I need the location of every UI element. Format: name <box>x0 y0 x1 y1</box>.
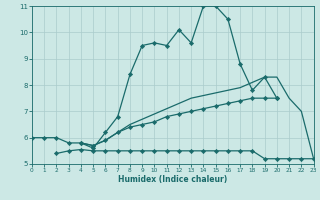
X-axis label: Humidex (Indice chaleur): Humidex (Indice chaleur) <box>118 175 228 184</box>
